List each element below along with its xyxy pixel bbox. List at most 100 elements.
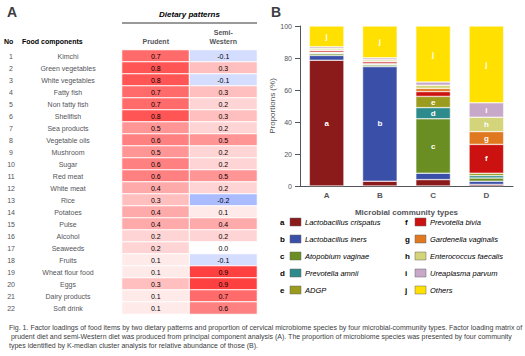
svg-text:a: a	[280, 218, 285, 227]
svg-text:Alcohol: Alcohol	[57, 233, 80, 240]
svg-text:Fig. 1. Factor loadings of foo: Fig. 1. Factor loadings of food items by…	[9, 324, 522, 332]
svg-text:9: 9	[9, 149, 13, 156]
svg-text:c: c	[431, 142, 436, 151]
svg-text:0.7: 0.7	[151, 101, 161, 108]
svg-text:j: j	[404, 286, 407, 295]
svg-text:0.3: 0.3	[218, 113, 228, 120]
svg-text:Prevotella amnii: Prevotella amnii	[305, 269, 359, 278]
svg-text:3: 3	[9, 77, 13, 84]
svg-text:C: C	[430, 191, 436, 200]
svg-text:No: No	[4, 38, 13, 45]
svg-text:a: a	[324, 119, 329, 128]
svg-text:0.1: 0.1	[151, 305, 161, 312]
svg-text:Kimchi: Kimchi	[57, 53, 78, 60]
svg-text:c: c	[280, 252, 285, 261]
svg-text:j: j	[431, 50, 434, 59]
svg-text:0.4: 0.4	[151, 185, 161, 192]
svg-text:Atopobium vaginae: Atopobium vaginae	[304, 252, 369, 261]
svg-text:0.8: 0.8	[151, 65, 161, 72]
svg-text:Food components: Food components	[22, 38, 83, 46]
svg-text:-0.1: -0.1	[217, 53, 229, 60]
svg-text:13: 13	[7, 197, 15, 204]
svg-text:e: e	[280, 286, 285, 295]
svg-text:Enterococcus faecalis: Enterococcus faecalis	[430, 252, 503, 261]
svg-text:Potatoes: Potatoes	[54, 209, 82, 216]
svg-text:b: b	[377, 119, 382, 128]
svg-text:Rice: Rice	[61, 197, 75, 204]
svg-text:15: 15	[7, 221, 15, 228]
svg-text:100: 100	[280, 23, 292, 30]
svg-text:Lactobacillus iners: Lactobacillus iners	[305, 235, 367, 244]
svg-text:0.5: 0.5	[218, 173, 228, 180]
svg-text:White vegetables: White vegetables	[41, 77, 95, 85]
svg-text:0.8: 0.8	[151, 77, 161, 84]
svg-text:Mushroom: Mushroom	[51, 149, 84, 156]
svg-text:Fatty fish: Fatty fish	[54, 89, 83, 97]
svg-text:0.5: 0.5	[218, 137, 228, 144]
svg-text:Soft drink: Soft drink	[53, 305, 83, 312]
svg-text:Green vegetables: Green vegetables	[40, 65, 96, 73]
svg-text:-0.1: -0.1	[217, 257, 229, 264]
svg-text:0.2: 0.2	[218, 125, 228, 132]
svg-text:0: 0	[288, 183, 292, 190]
svg-text:0.4: 0.4	[151, 221, 161, 228]
svg-text:Vegetable oils: Vegetable oils	[46, 137, 90, 145]
svg-text:6: 6	[9, 113, 13, 120]
svg-text:20: 20	[284, 151, 292, 158]
svg-text:0.3: 0.3	[151, 281, 161, 288]
svg-text:7: 7	[9, 125, 13, 132]
svg-text:-0.2: -0.2	[217, 197, 229, 204]
svg-text:11: 11	[7, 173, 14, 180]
svg-text:D: D	[483, 191, 489, 200]
svg-text:h: h	[405, 252, 410, 261]
svg-text:21: 21	[7, 293, 15, 300]
svg-text:0.9: 0.9	[218, 269, 228, 276]
svg-text:B: B	[377, 191, 383, 200]
svg-text:12: 12	[7, 185, 15, 192]
svg-text:0.4: 0.4	[218, 221, 228, 228]
svg-text:60: 60	[284, 87, 292, 94]
svg-text:Ureaplasma parvum: Ureaplasma parvum	[430, 269, 498, 278]
svg-text:0.2: 0.2	[218, 185, 228, 192]
svg-text:0.4: 0.4	[151, 209, 161, 216]
svg-text:0.7: 0.7	[151, 89, 161, 96]
svg-text:Pulse: Pulse	[59, 221, 77, 228]
svg-text:f: f	[485, 154, 488, 163]
svg-text:Shellfish: Shellfish	[55, 113, 82, 120]
svg-text:0.5: 0.5	[151, 125, 161, 132]
svg-text:Dietary patterns: Dietary patterns	[159, 10, 220, 19]
svg-text:Semi-: Semi-	[214, 29, 234, 36]
svg-text:0.5: 0.5	[151, 149, 161, 156]
svg-text:i: i	[485, 106, 487, 115]
svg-text:h: h	[484, 120, 489, 129]
svg-text:16: 16	[7, 233, 15, 240]
svg-text:80: 80	[284, 55, 292, 62]
svg-text:0.9: 0.9	[218, 281, 228, 288]
svg-text:0.2: 0.2	[218, 101, 228, 108]
svg-text:0.6: 0.6	[151, 161, 161, 168]
svg-text:8: 8	[9, 137, 13, 144]
svg-text:0.1: 0.1	[151, 257, 161, 264]
svg-text:Western: Western	[210, 38, 238, 45]
svg-text:22: 22	[7, 305, 15, 312]
svg-text:e: e	[431, 98, 436, 107]
svg-text:Eggs: Eggs	[60, 281, 76, 289]
svg-text:0.6: 0.6	[218, 305, 228, 312]
svg-text:Dairy products: Dairy products	[45, 293, 91, 301]
svg-text:types identified by K-median c: types identified by K-median cluster ana…	[9, 342, 258, 350]
svg-text:0.0: 0.0	[218, 245, 228, 252]
svg-text:f: f	[405, 218, 408, 227]
svg-text:Fruits: Fruits	[59, 257, 77, 264]
svg-text:0.2: 0.2	[151, 233, 161, 240]
svg-text:Red meat: Red meat	[53, 173, 83, 180]
svg-text:g: g	[405, 235, 410, 244]
svg-text:Wheat flour food: Wheat flour food	[42, 269, 93, 276]
svg-text:0.2: 0.2	[218, 233, 228, 240]
svg-text:g: g	[484, 134, 489, 143]
svg-text:prudent diet and semi-Western: prudent diet and semi-Western diet was p…	[9, 333, 514, 341]
svg-text:j: j	[378, 37, 381, 46]
svg-text:19: 19	[7, 269, 15, 276]
svg-text:2: 2	[9, 65, 13, 72]
svg-text:Proportions (%): Proportions (%)	[268, 78, 277, 134]
svg-text:ADGP: ADGP	[304, 286, 326, 295]
